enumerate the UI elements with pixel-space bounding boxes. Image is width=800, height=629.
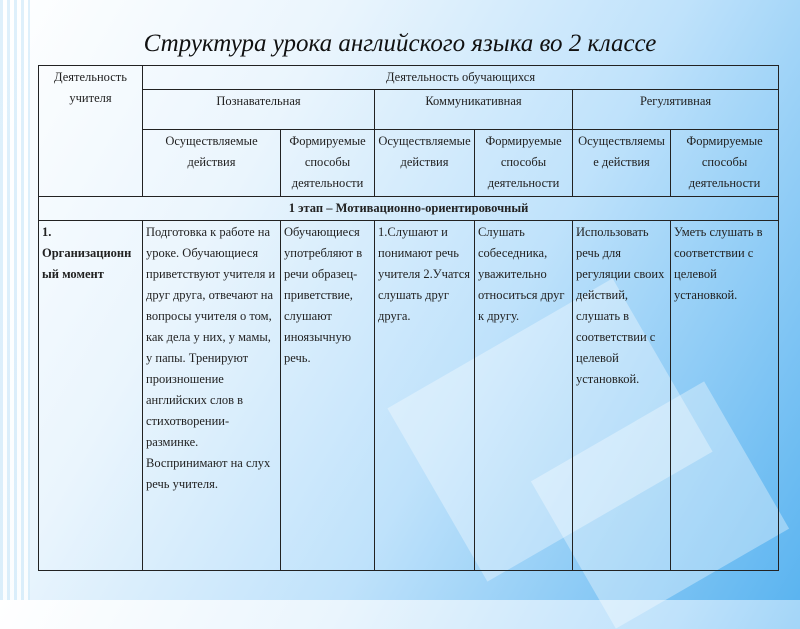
table-cell: 1.Слушают и понимают речь учителя 2.Учат… xyxy=(374,220,475,571)
subheader: Формируемые способы деятельности xyxy=(280,129,375,197)
decorative-stripes xyxy=(0,0,30,600)
table-cell: Обучающиеся употребляют в речи образец-п… xyxy=(280,220,375,571)
subheader: Осуществляемые действия xyxy=(142,129,281,197)
header-student-activity: Деятельность обучающихся xyxy=(141,65,780,90)
subheader: Осуществляемые действия xyxy=(572,129,671,197)
header-group-regulatory: Регулятивная xyxy=(571,89,780,130)
subheader: Формируемые способы деятельности xyxy=(474,129,573,197)
header-group-cognitive: Познавательная xyxy=(142,89,375,130)
table-cell: Использовать речь для регуляции своих де… xyxy=(572,220,671,571)
stage-row: 1 этап – Мотивационно-ориентировочный xyxy=(37,196,780,221)
lesson-structure-table: Деятельность учителя Деятельность обучаю… xyxy=(37,65,780,571)
table-cell: Подготовка к работе на уроке. Обучающиес… xyxy=(142,220,281,571)
subheader: Осуществляемые действия xyxy=(374,129,475,197)
table-cell: Слушать собеседника, уважительно относит… xyxy=(474,220,573,571)
subheader: Формируемые способы деятельности xyxy=(669,129,780,197)
table-cell: Уметь слушать в соответствии с целевой у… xyxy=(669,220,780,571)
header-group-communicative: Коммуникативная xyxy=(374,89,573,130)
slide-title: Структура урока английского языка во 2 к… xyxy=(143,30,657,57)
header-teacher-activity: Деятельность учителя xyxy=(38,65,143,197)
teacher-activity-cell: 1. Организационный момент xyxy=(38,220,143,571)
